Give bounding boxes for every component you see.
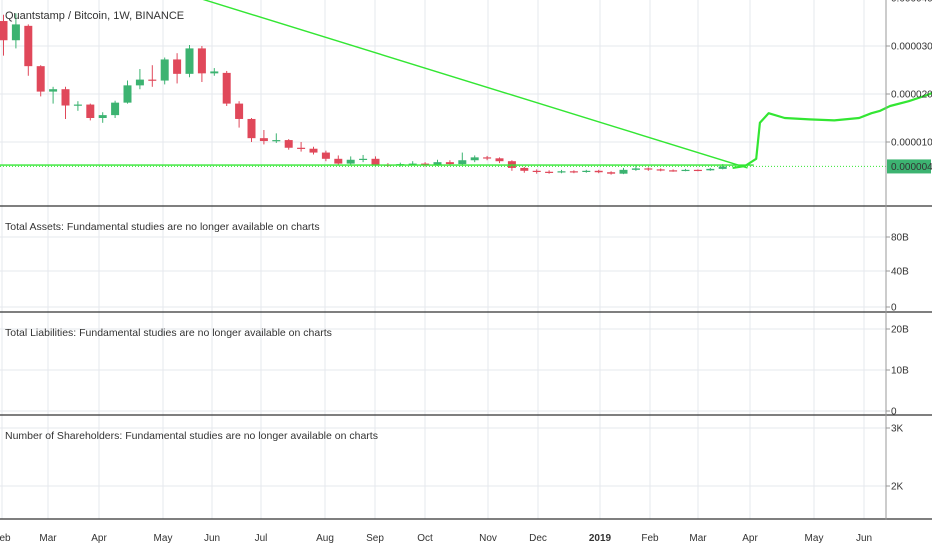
price-tick-label: 0.00002000 [891, 90, 932, 101]
price-axis[interactable]: 0.00004000 0.00003000 0.00002000 0.00001000… [885, 0, 932, 520]
candle-up[interactable] [160, 59, 169, 81]
time-tick-label: Mar [689, 533, 707, 544]
candle-down[interactable] [173, 59, 182, 74]
time-tick-label: Feb [0, 533, 11, 544]
candle-down[interactable] [445, 162, 454, 165]
candle-up[interactable] [185, 48, 194, 74]
candle-up[interactable] [111, 102, 120, 116]
candle-up[interactable] [49, 89, 58, 92]
candle-down[interactable] [259, 138, 268, 142]
pane-title-shareholders: Number of Shareholders: Fundamental stud… [5, 430, 378, 442]
candle-down[interactable] [545, 171, 554, 173]
pane-tick-label: 80B [891, 233, 909, 244]
candle-up[interactable] [346, 159, 355, 164]
time-tick-label: Nov [479, 533, 497, 544]
time-tick-label: May [805, 533, 824, 544]
candle-up[interactable] [458, 160, 467, 165]
candle-up[interactable] [11, 24, 20, 41]
candle-down[interactable] [61, 89, 70, 106]
pane-tick-label: 10B [891, 366, 909, 377]
time-axis[interactable]: Feb Mar Apr May Jun Jul Aug Sep Oct Nov Dec 2019 Feb… [0, 533, 872, 544]
time-tick-label: 2019 [589, 533, 612, 544]
time-tick-label: Jul [255, 533, 268, 544]
time-tick-label: Apr [742, 533, 758, 544]
projection-path[interactable] [732, 60, 932, 169]
pane-tick-label: 0 [891, 407, 897, 418]
candle-down[interactable] [235, 103, 244, 119]
time-tick-label: Mar [39, 533, 57, 544]
pane-tick-label: 0 [891, 303, 897, 314]
candle-down[interactable] [334, 158, 343, 164]
candle-up[interactable] [272, 140, 281, 142]
pane-tick-label: 40B [891, 267, 909, 278]
pane-tick-label: 20B [891, 325, 909, 336]
candle-down[interactable] [197, 48, 206, 74]
time-tick-label: Aug [316, 533, 334, 544]
last-price-badge [887, 159, 931, 174]
candle-up[interactable] [135, 79, 144, 86]
pane-title-assets: Total Assets: Fundamental studies are no… [5, 221, 320, 233]
candle-down[interactable] [656, 169, 665, 171]
candle-up[interactable] [557, 171, 566, 173]
candle-down[interactable] [86, 104, 95, 118]
candle-down[interactable] [421, 163, 430, 166]
candle-down[interactable] [532, 170, 541, 172]
candle-down[interactable] [284, 140, 293, 148]
trendline-descending[interactable] [98, 0, 748, 169]
trendline-layer[interactable] [0, 0, 932, 169]
price-tick-label: 0.00001000 [891, 138, 932, 149]
candle-down[interactable] [495, 158, 504, 162]
candle-up[interactable] [718, 166, 727, 169]
candle-down[interactable] [247, 118, 256, 139]
candle-down[interactable] [644, 168, 653, 170]
candle-up[interactable] [619, 169, 628, 174]
candle-up[interactable] [681, 169, 690, 172]
time-tick-label: Sep [366, 533, 384, 544]
candle-up[interactable] [408, 163, 417, 165]
candle-down[interactable] [669, 170, 678, 172]
time-tick-label: Jun [204, 533, 220, 544]
price-tick-label: 0.00003000 [891, 42, 932, 53]
candle-up[interactable] [359, 158, 368, 160]
candle-down[interactable] [148, 79, 157, 81]
candle-up[interactable] [98, 115, 107, 118]
candle-down[interactable] [222, 72, 231, 104]
time-tick-label: Dec [529, 533, 547, 544]
candle-down[interactable] [371, 158, 380, 165]
pane-layer: Total Assets: Fundamental studies are no… [0, 205, 932, 520]
candle-up[interactable] [631, 168, 640, 170]
time-tick-label: Feb [641, 533, 659, 544]
candle-down[interactable] [520, 167, 529, 171]
last-price-label: 0.00000491 [891, 162, 932, 173]
pane-title-liabilities: Total Liabilities: Fundamental studies a… [5, 327, 332, 339]
candle-up[interactable] [706, 168, 715, 171]
candle-up[interactable] [582, 170, 591, 172]
time-tick-label: Jun [856, 533, 872, 544]
pane-tick-label: 2K [891, 482, 904, 493]
candle-down[interactable] [569, 171, 578, 173]
price-tick-label: 0.00004000 [891, 0, 932, 5]
candle-up[interactable] [123, 85, 132, 103]
grid-layer [0, 0, 886, 519]
candle-down[interactable] [321, 152, 330, 159]
candle-down[interactable] [693, 169, 702, 172]
candle-down[interactable] [607, 172, 616, 174]
candle-up[interactable] [433, 162, 442, 166]
candle-up[interactable] [210, 71, 219, 74]
candle-down[interactable] [594, 170, 603, 173]
candle-down[interactable] [309, 148, 318, 153]
candle-up[interactable] [73, 104, 82, 106]
candle-up[interactable] [470, 157, 479, 161]
candle-down[interactable] [483, 157, 492, 159]
time-tick-label: May [154, 533, 173, 544]
candle-down[interactable] [24, 25, 33, 67]
time-tick-label: Oct [417, 533, 433, 544]
candle-down[interactable] [297, 147, 306, 149]
time-tick-label: Apr [91, 533, 107, 544]
pane-tick-label: 3K [891, 424, 904, 435]
chart-title: Quantstamp / Bitcoin, 1W, BINANCE [5, 10, 184, 22]
candle-down[interactable] [0, 21, 8, 41]
candle-down[interactable] [36, 66, 45, 92]
